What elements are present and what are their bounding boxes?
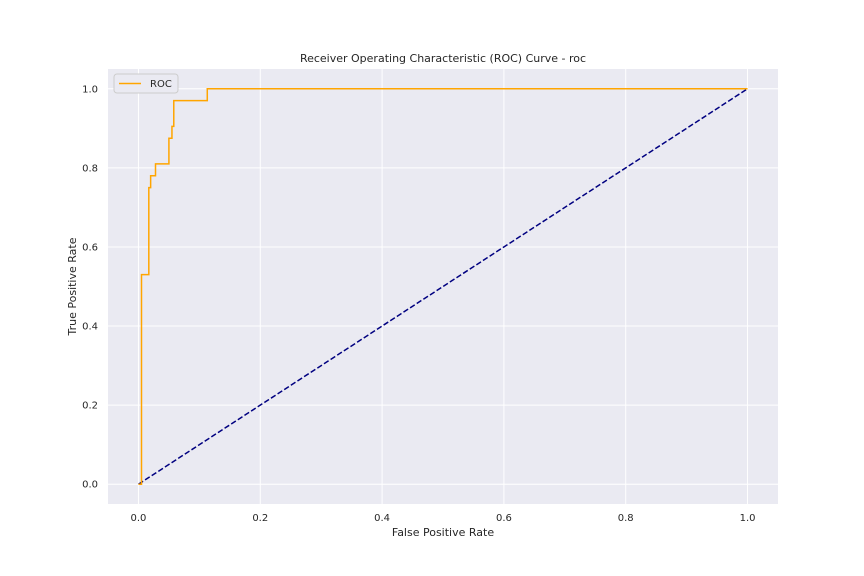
legend-box — [113, 73, 179, 94]
y-tick-label: 0.2 — [82, 401, 98, 412]
y-axis-ticks: 0.0 0.2 0.4 0.6 0.8 1.0 — [82, 84, 98, 490]
x-axis-ticks: 0.0 0.2 0.4 0.6 0.8 1.0 — [131, 513, 756, 524]
roc-curve-line — [138, 88, 748, 485]
x-tick-label: 0.6 — [496, 513, 512, 524]
x-tick-label: 0.4 — [374, 513, 390, 524]
x-tick-label: 0.8 — [618, 513, 634, 524]
x-axis-label: False Positive Rate — [392, 526, 494, 539]
legend-label-roc: ROC — [150, 79, 172, 90]
legend: ROC — [113, 73, 179, 94]
y-tick-label: 0.0 — [82, 480, 98, 491]
y-tick-label: 0.8 — [82, 163, 98, 174]
x-tick-label: 0.0 — [131, 513, 147, 524]
series-layer — [138, 88, 748, 485]
y-tick-label: 0.6 — [82, 242, 98, 253]
y-tick-label: 1.0 — [82, 84, 98, 95]
chart-title: Receiver Operating Characteristic (ROC) … — [300, 52, 586, 65]
y-axis-label: True Positive Rate — [66, 237, 79, 336]
y-tick-label: 0.4 — [82, 322, 98, 333]
reference-diagonal-line — [138, 88, 748, 485]
x-tick-label: 1.0 — [740, 513, 756, 524]
x-tick-label: 0.2 — [252, 513, 268, 524]
